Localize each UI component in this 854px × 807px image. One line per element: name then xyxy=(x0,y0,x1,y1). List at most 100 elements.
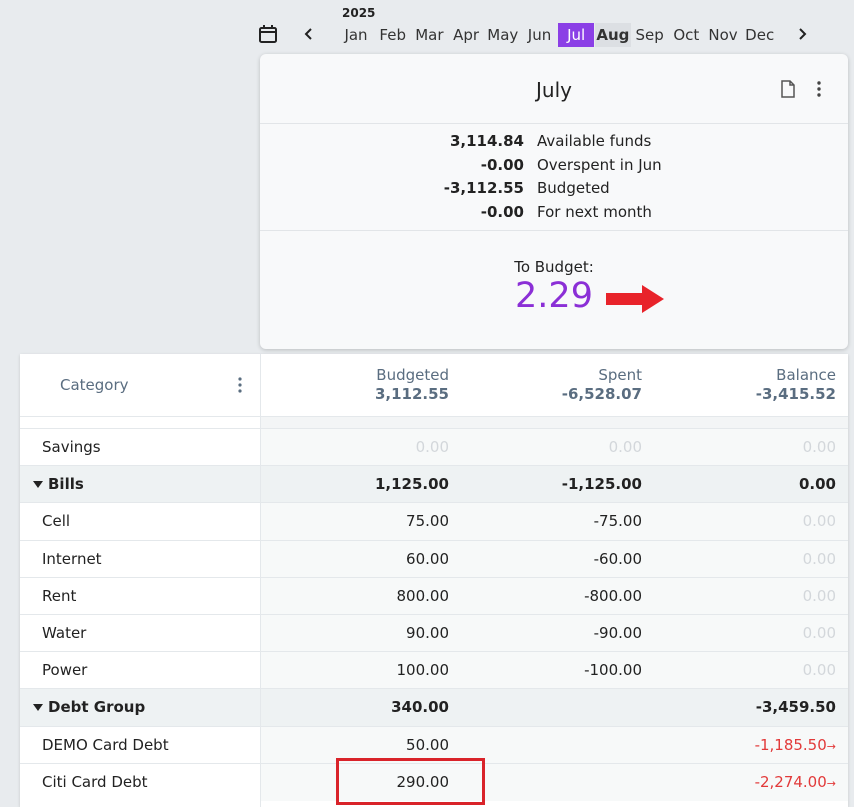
amount: 0.00 xyxy=(802,512,836,531)
spacer xyxy=(261,416,848,429)
collapse-toggle[interactable] xyxy=(33,704,43,712)
row-bg xyxy=(261,652,848,690)
category-row[interactable]: Cell 75.00 -75.00 0.00 xyxy=(20,502,848,541)
amount: 0.00 xyxy=(608,438,642,456)
divider xyxy=(260,763,261,801)
row-bg xyxy=(261,429,848,466)
group-row[interactable]: Bills 1,125.00 -1,125.00 0.00 xyxy=(20,465,848,504)
summary-title: July xyxy=(536,78,572,102)
month-button[interactable]: Nov xyxy=(708,26,738,44)
summary-label: Budgeted xyxy=(537,179,610,198)
month-button[interactable]: Sep xyxy=(635,26,664,44)
amount: -90.00 xyxy=(593,624,642,642)
month-button[interactable]: Dec xyxy=(745,26,775,44)
budget-table: Category Budgeted 3,112.55 Spent -6,528.07 B… xyxy=(20,354,848,807)
amount: -100.00 xyxy=(584,661,642,680)
amount[interactable]: 75.00 xyxy=(406,512,449,531)
amount: -800.00 xyxy=(584,586,642,605)
amount: 0.00 xyxy=(802,549,836,568)
calendar-icon[interactable] xyxy=(258,24,278,44)
column-label: Budgeted xyxy=(376,366,449,384)
category-name: Internet xyxy=(42,549,102,568)
month-button[interactable]: May xyxy=(487,26,519,44)
amount: 0.00 xyxy=(798,475,836,494)
divider xyxy=(20,416,260,417)
category-name: Water xyxy=(42,624,87,642)
category-row[interactable]: Rent 800.00 -800.00 0.00 xyxy=(20,576,848,615)
amount: -75.00 xyxy=(593,512,642,531)
divider xyxy=(260,230,848,231)
category-row[interactable]: Savings 0.00 0.00 0.00 xyxy=(20,428,848,466)
summary-value: 3,114.84 xyxy=(449,132,524,150)
category-header: Category xyxy=(60,376,129,394)
category-row[interactable]: Power 100.00 -100.00 0.00 xyxy=(20,651,848,690)
category-row[interactable]: DEMO Card Debt 50.00 -1,185.50 xyxy=(20,725,848,764)
next-button[interactable] xyxy=(795,27,809,41)
category-menu[interactable] xyxy=(235,376,245,394)
category-row[interactable]: Internet 60.00 -60.00 0.00 xyxy=(20,539,848,578)
amount[interactable]: 290.00 xyxy=(396,772,450,791)
summary-value: -0.00 xyxy=(480,155,524,174)
collapse-toggle[interactable] xyxy=(33,481,43,489)
to-budget-value: 2.29 xyxy=(515,276,593,316)
amount: 0.00 xyxy=(802,624,836,642)
month-button[interactable]: Jul xyxy=(558,23,595,47)
row-bg xyxy=(261,577,848,615)
month-button[interactable]: Jun xyxy=(527,26,552,44)
divider xyxy=(260,540,261,578)
divider xyxy=(260,577,261,615)
category-name: Cell xyxy=(42,512,71,531)
amount[interactable]: 340.00 xyxy=(391,698,449,717)
divider xyxy=(260,466,261,504)
row-bg xyxy=(261,615,848,652)
amount[interactable]: 90.00 xyxy=(406,624,449,642)
amount[interactable]: 1,125.00 xyxy=(374,475,449,494)
month-button[interactable]: Apr xyxy=(453,26,480,44)
summary-value: -3,112.55 xyxy=(443,179,524,198)
month-button[interactable]: Aug xyxy=(594,23,631,47)
prev-button[interactable] xyxy=(302,27,316,41)
column-total: -3,415.52 xyxy=(755,385,836,403)
year: 2025 xyxy=(342,6,376,20)
amount[interactable]: 50.00 xyxy=(406,735,449,754)
amount: -2,274.00 xyxy=(755,764,836,801)
summary-label: For next month xyxy=(537,203,652,222)
amount: 0.00 xyxy=(802,661,836,680)
summary-value: -0.00 xyxy=(480,203,524,222)
row-bg xyxy=(261,689,848,727)
divider xyxy=(260,123,848,124)
summary-label: Overspent in Jun xyxy=(537,155,662,174)
report-icon[interactable] xyxy=(780,80,796,98)
highlight-box xyxy=(336,758,485,805)
month-button[interactable]: Feb xyxy=(379,26,406,44)
divider xyxy=(260,726,261,764)
row-bg xyxy=(261,726,848,764)
amount[interactable]: 60.00 xyxy=(406,549,449,568)
category-name: DEMO Card Debt xyxy=(42,735,169,754)
summary-card: July 3,114.84 Available funds -0.00 Overspe… xyxy=(260,54,848,349)
month-button[interactable]: Mar xyxy=(415,26,444,44)
category-name: Citi Card Debt xyxy=(42,772,148,791)
divider xyxy=(260,503,261,541)
amount: -1,185.50 xyxy=(755,727,836,764)
category-row[interactable]: Water 90.00 -90.00 0.00 xyxy=(20,614,848,652)
month-button[interactable]: Oct xyxy=(673,26,700,44)
summary-label: Available funds xyxy=(537,132,652,150)
category-name: Debt Group xyxy=(48,698,146,717)
row-bg xyxy=(261,540,848,578)
month-button[interactable]: Jan xyxy=(344,26,368,44)
group-row[interactable]: Debt Group 340.00 -3,459.50 xyxy=(20,688,848,727)
amount[interactable]: 800.00 xyxy=(396,586,450,605)
divider xyxy=(260,689,261,727)
row-bg xyxy=(261,763,848,801)
menu-icon[interactable] xyxy=(814,80,824,98)
amount[interactable]: 100.00 xyxy=(396,661,450,680)
category-row[interactable]: Citi Card Debt 290.00 -2,274.00 xyxy=(20,762,848,801)
column-label: Balance xyxy=(776,366,836,384)
amount: -60.00 xyxy=(593,549,642,568)
row-bg xyxy=(261,466,848,504)
divider xyxy=(260,652,261,690)
category-name: Savings xyxy=(42,438,101,456)
amount[interactable]: 0.00 xyxy=(415,438,449,456)
category-name: Power xyxy=(42,661,88,680)
